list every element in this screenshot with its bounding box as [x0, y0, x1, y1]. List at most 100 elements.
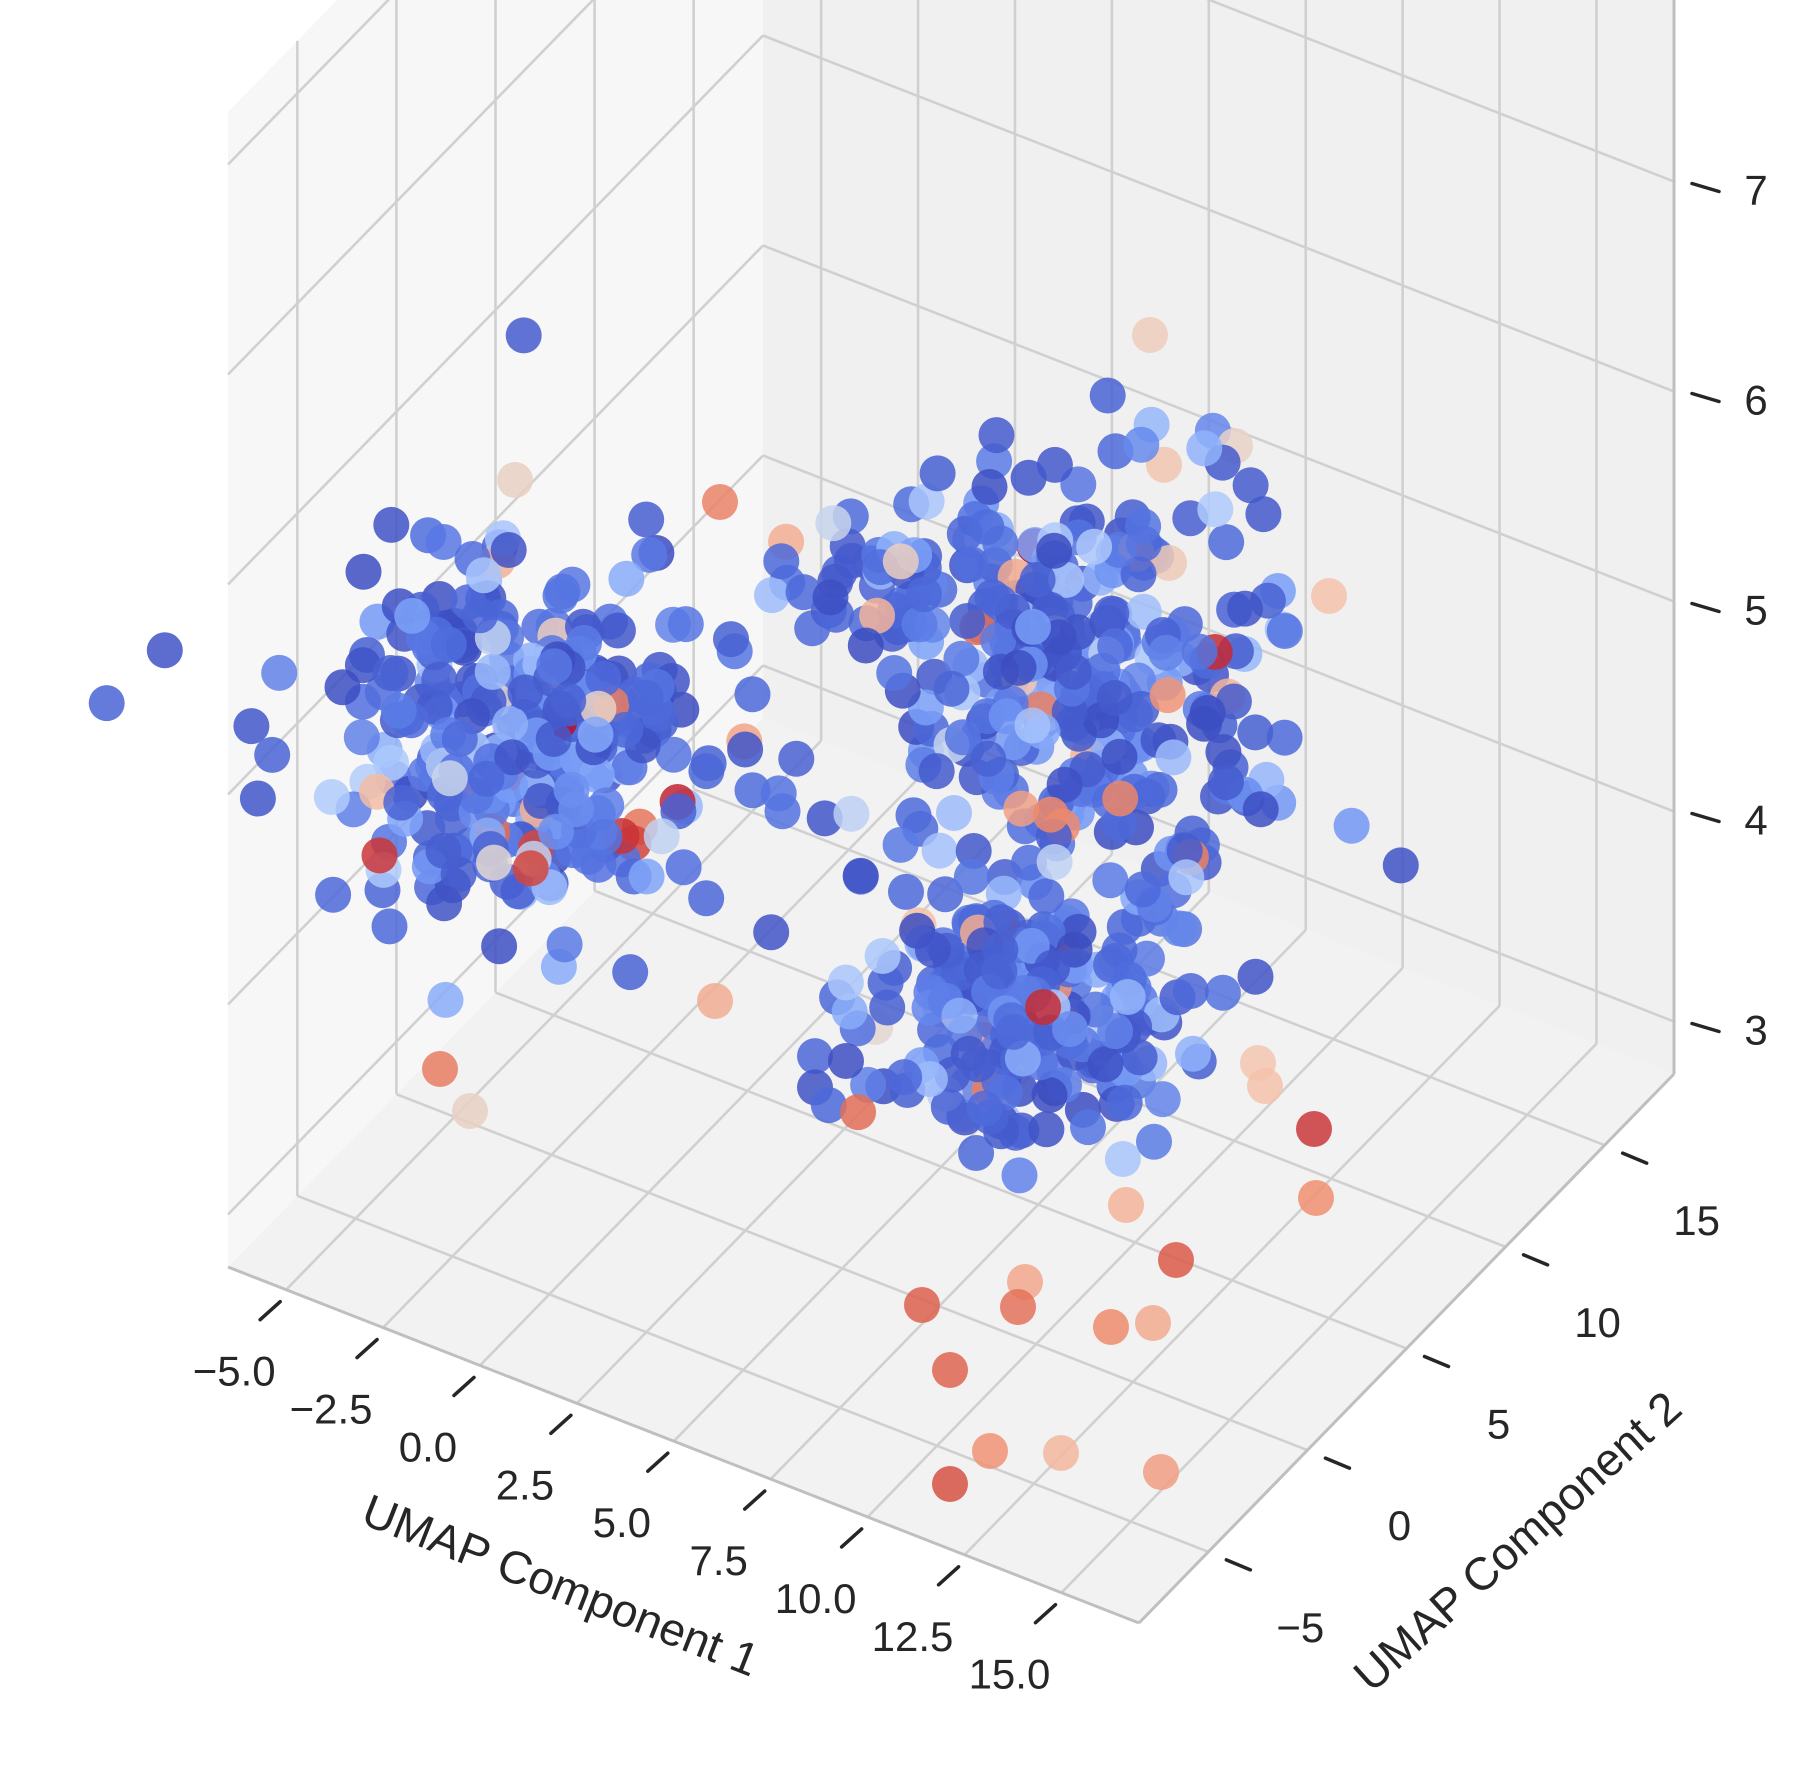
scatter-point — [1266, 719, 1303, 756]
z-tick-label: 7 — [1744, 167, 1767, 214]
scatter-point — [1205, 734, 1242, 770]
scatter-point — [430, 626, 467, 663]
tick-mark — [1521, 1253, 1550, 1267]
axis-lines — [227, 0, 1676, 1625]
scatter-point — [882, 543, 919, 580]
scatter-point — [1106, 1084, 1143, 1121]
x-axis-title: UMAP Component 1 — [355, 1484, 766, 1687]
x-tick-label: 2.5 — [496, 1461, 554, 1508]
scatter-point — [1011, 844, 1047, 881]
scatter-point — [932, 1352, 968, 1388]
scatter-point — [425, 524, 462, 560]
scatter-point — [968, 509, 1005, 545]
scatter-point — [1237, 714, 1274, 751]
scatter-point — [944, 719, 981, 756]
scatter-point — [468, 760, 505, 797]
scatter-point — [546, 926, 583, 963]
scatter-point — [1001, 1157, 1038, 1194]
scatter-point — [1031, 1077, 1068, 1113]
grid-line — [762, 34, 1675, 393]
scatter-point — [867, 964, 904, 1001]
scatter-point — [981, 953, 1018, 990]
scatter-point — [1125, 508, 1162, 545]
scatter-point — [1015, 608, 1051, 645]
grid-line — [1205, 0, 1675, 183]
scatter-point — [474, 653, 511, 690]
scatter-point — [797, 1038, 833, 1075]
scatter-point — [535, 721, 572, 757]
scatter-point — [1124, 871, 1161, 908]
tick-mark — [1690, 391, 1721, 404]
scatter-point — [1070, 1109, 1106, 1146]
tick-mark — [839, 1527, 864, 1549]
x-axis-line — [227, 1265, 1140, 1625]
tick-mark — [1323, 1456, 1352, 1470]
scatter-point — [452, 1093, 488, 1129]
scatter-point — [1108, 1187, 1144, 1223]
scatter-point — [1048, 561, 1085, 598]
tick-mark — [452, 1375, 476, 1398]
scatter-point — [859, 597, 896, 634]
scatter-point — [1087, 1046, 1124, 1083]
scatter-point — [1036, 446, 1073, 483]
scatter-point — [1158, 1242, 1194, 1278]
z-tick-label: 4 — [1744, 797, 1767, 844]
tick-mark — [646, 1451, 670, 1473]
x-tick-label: 10.0 — [775, 1575, 857, 1622]
scatter-point — [586, 819, 623, 855]
scatter-point — [895, 797, 932, 834]
scatter-point — [239, 780, 276, 817]
scatter-point — [383, 784, 420, 821]
scatter-point — [373, 744, 409, 781]
scatter-point — [608, 560, 645, 597]
scatter-point — [842, 857, 879, 894]
scatter-point — [607, 711, 644, 748]
scatter-point — [760, 775, 797, 812]
tick-mark — [1620, 1151, 1649, 1165]
scatter-point — [1232, 467, 1269, 504]
scatter-point — [1000, 649, 1037, 686]
scatter-point — [1043, 1435, 1079, 1471]
x-tick-label: 12.5 — [872, 1613, 954, 1660]
scatter-point — [1247, 1068, 1283, 1104]
scatter-point — [960, 1046, 996, 1083]
scatter-point — [462, 597, 498, 634]
scatter-point — [1089, 377, 1126, 414]
x-tick-label: −2.5 — [290, 1386, 373, 1433]
scatter-point — [971, 469, 1008, 505]
scatter-point — [1093, 1309, 1129, 1345]
scatter-point — [612, 954, 649, 991]
scatter-point — [1136, 1123, 1172, 1160]
scatter-point — [550, 682, 587, 719]
scatter-point — [371, 908, 408, 945]
scatter-point — [494, 739, 531, 776]
scatter-point — [763, 543, 800, 580]
scatter-point — [361, 837, 398, 874]
scatter-point — [995, 1013, 1032, 1050]
scatter-point — [970, 740, 1007, 777]
scatter-point — [627, 679, 664, 716]
scatter-point — [1227, 590, 1263, 627]
scatter-point — [930, 1088, 967, 1125]
scatter-point — [840, 1094, 877, 1131]
scatter-point — [958, 1135, 995, 1171]
scatter-point — [1151, 545, 1187, 581]
scatter-point — [833, 795, 870, 832]
scatter-point — [254, 736, 291, 773]
scatter-point — [933, 670, 970, 707]
tick-mark — [1690, 1021, 1721, 1034]
tick-mark — [936, 1565, 961, 1587]
z-tick-label: 3 — [1744, 1007, 1767, 1054]
grid-line — [227, 244, 764, 796]
scatter-point — [1186, 705, 1223, 742]
scatter-point — [372, 655, 409, 691]
tick-mark — [258, 1299, 282, 1322]
scatter-point — [1149, 677, 1186, 714]
scatter-point — [465, 557, 502, 594]
tick-mark — [355, 1337, 379, 1360]
scatter-point — [1102, 780, 1139, 817]
tick-mark — [1690, 601, 1721, 614]
scatter-point — [425, 832, 462, 869]
scatter-point — [643, 818, 680, 855]
scatter-point — [688, 880, 725, 917]
